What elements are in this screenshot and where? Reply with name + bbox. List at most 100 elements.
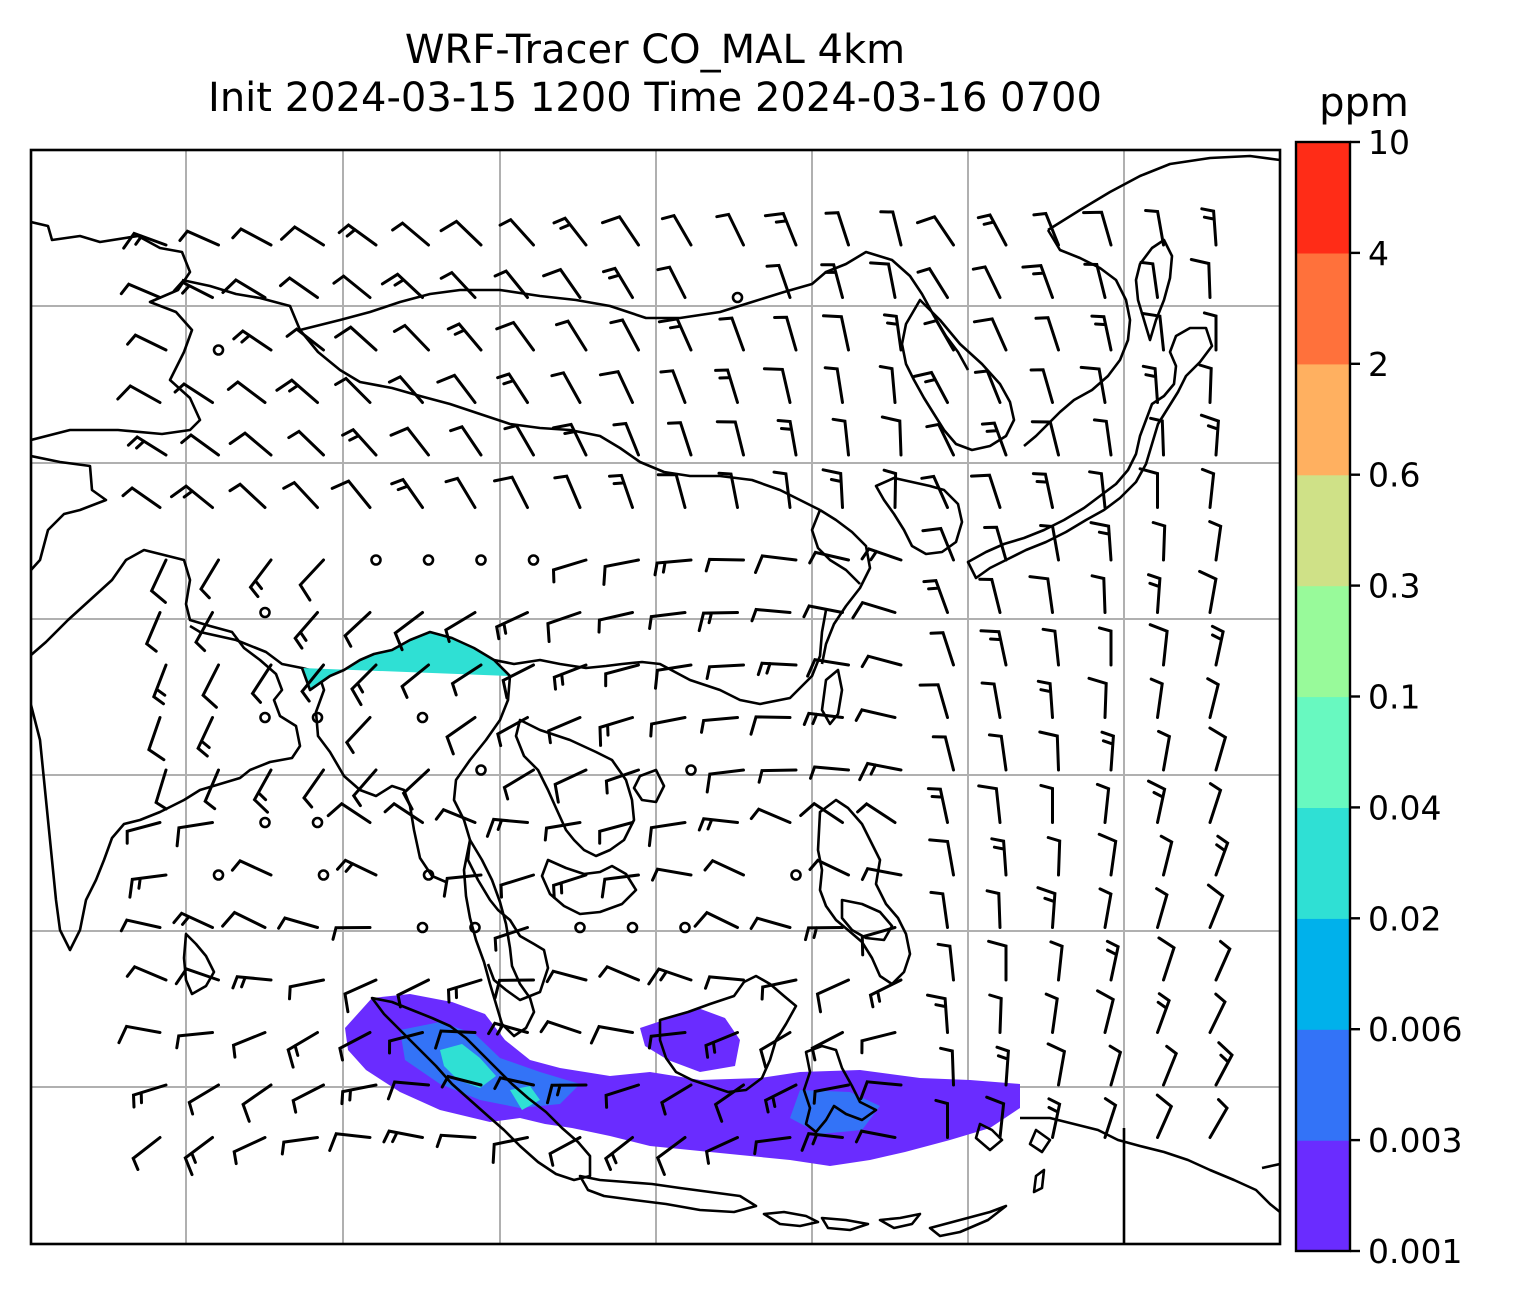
wind-barb: [340, 1083, 378, 1106]
wind-barb: [608, 473, 634, 509]
wind-barb: [226, 380, 267, 404]
wind-barb: [248, 558, 273, 599]
wind-barb: [380, 272, 424, 299]
wind-barb: [275, 378, 319, 404]
wind-barb: [503, 423, 535, 457]
wind-barb: [175, 821, 214, 848]
calm-marker: [475, 764, 487, 776]
wind-barb: [125, 964, 168, 982]
wind-barb: [598, 716, 634, 747]
wind-barb: [548, 1136, 582, 1167]
wind-barb: [762, 367, 792, 404]
calm-marker: [259, 711, 271, 724]
wind-barb: [350, 663, 378, 707]
wind-barb: [231, 975, 273, 990]
coast-gulf-of-thailand: [540, 858, 638, 916]
wind-barb: [704, 1136, 739, 1165]
wind-barb: [434, 807, 477, 824]
wind-barb: [912, 370, 949, 404]
wind-barb: [714, 368, 739, 404]
wind-barb: [1092, 418, 1113, 457]
wind-barb: [542, 267, 582, 299]
calm-marker: [475, 554, 487, 566]
wind-barb: [493, 978, 535, 1000]
wind-barb: [609, 318, 640, 352]
wind-barb: [302, 768, 325, 809]
calm-marker: [416, 921, 429, 934]
wind-barb: [393, 611, 424, 652]
wind-barb: [802, 711, 844, 726]
wind-barb: [203, 768, 220, 811]
coast-hainan: [632, 768, 666, 804]
wind-barb: [808, 550, 850, 565]
wind-barb: [499, 873, 535, 899]
wind-barb: [231, 227, 273, 247]
coast-mindanao: [840, 898, 894, 942]
wind-barb: [985, 1095, 1006, 1139]
wind-barb: [649, 716, 687, 738]
wind-barb: [326, 801, 372, 824]
wind-barb: [343, 978, 378, 1014]
wind-barb: [552, 873, 588, 899]
wind-barb: [918, 683, 949, 719]
wind-barb: [1036, 886, 1057, 929]
wind-barb: [822, 314, 850, 352]
wind-barb: [1148, 623, 1169, 667]
coast-timor: [928, 1204, 1008, 1238]
wind-barb: [1103, 1097, 1118, 1139]
wind-barb: [697, 817, 739, 832]
colorbar-tick-label: 0.1: [1368, 678, 1420, 717]
wind-barb: [498, 217, 535, 247]
wind-barb: [1034, 316, 1060, 352]
wind-barbs: [116, 207, 1234, 1177]
wind-barb: [552, 663, 588, 691]
wind-barb: [647, 821, 687, 848]
wind-barb: [1149, 416, 1165, 457]
wind-barb: [648, 611, 687, 630]
calm-marker: [311, 711, 324, 724]
wind-barb: [603, 1136, 634, 1171]
wind-barb: [386, 1080, 430, 1101]
wind-barb: [749, 916, 792, 930]
wind-barb: [119, 918, 162, 933]
wind-barb: [1208, 782, 1223, 824]
colorbar-tick-label: 0.003: [1368, 1121, 1462, 1160]
wind-barb: [990, 837, 1008, 877]
calm-marker: [416, 711, 429, 724]
colorbar-swatch: [1296, 807, 1350, 919]
wind-barb: [929, 631, 955, 667]
wind-barb: [1039, 783, 1054, 824]
wind-barb: [995, 1045, 1010, 1087]
wind-barb: [539, 1019, 582, 1034]
wind-barb: [1157, 729, 1172, 772]
colorbar-unit-label: ppm: [1319, 80, 1409, 126]
wind-barb: [880, 415, 903, 457]
wind-barb: [763, 211, 798, 247]
wind-barb: [750, 607, 792, 623]
wind-barb: [547, 716, 582, 745]
wind-barb: [286, 1031, 319, 1069]
wind-barb: [126, 333, 168, 352]
wind-barb: [715, 212, 745, 247]
calm-marker: [574, 921, 586, 934]
wind-barb: [983, 525, 1008, 562]
wind-barb: [178, 229, 220, 247]
wind-barb: [334, 325, 378, 352]
calm-wind-markers: [212, 291, 802, 934]
wind-barb: [496, 372, 529, 404]
wind-barb: [700, 716, 739, 734]
wind-barb: [1149, 677, 1164, 719]
coast-small-islands: [974, 1122, 1052, 1154]
calm-marker: [679, 921, 691, 934]
wind-barb: [1029, 368, 1054, 404]
coast-indochina: [452, 675, 550, 1002]
wind-barb: [693, 910, 739, 929]
plume-java-mid: [790, 1090, 880, 1134]
wind-barb: [280, 1136, 319, 1156]
wind-barb: [199, 558, 220, 600]
wind-barb: [552, 216, 588, 247]
wind-barb: [183, 1136, 214, 1177]
wind-barb: [1155, 887, 1169, 929]
wind-barb: [1089, 521, 1113, 562]
